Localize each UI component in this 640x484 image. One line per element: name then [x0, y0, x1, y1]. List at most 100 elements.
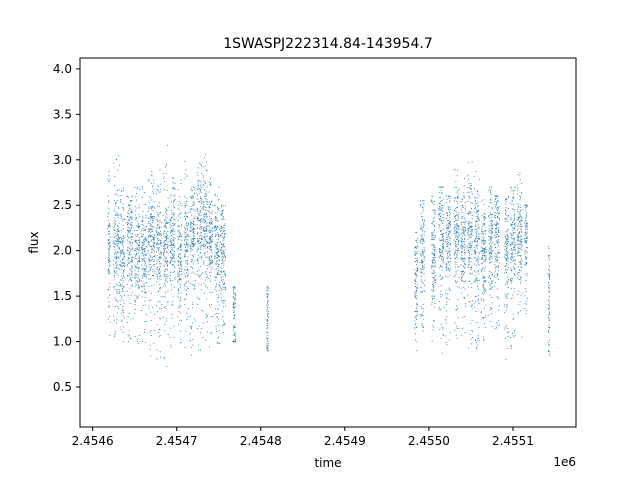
scatter-point — [463, 195, 464, 197]
scatter-point — [463, 192, 465, 194]
scatter-point — [122, 262, 124, 264]
scatter-point — [108, 301, 110, 303]
scatter-point — [482, 233, 484, 235]
scatter-point — [496, 324, 498, 326]
scatter-point — [443, 244, 445, 246]
scatter-point — [209, 264, 211, 266]
scatter-point — [165, 306, 167, 307]
scatter-point — [548, 281, 550, 283]
scatter-point — [416, 319, 418, 320]
scatter-point — [177, 292, 179, 294]
scatter-point — [484, 268, 486, 270]
scatter-point — [421, 255, 423, 257]
scatter-point — [172, 223, 174, 224]
scatter-point — [477, 224, 479, 226]
scatter-point — [420, 290, 422, 292]
scatter-point — [514, 336, 515, 338]
scatter-point — [471, 261, 473, 263]
scatter-point — [234, 298, 236, 300]
scatter-point — [142, 305, 144, 307]
scatter-point — [481, 249, 483, 251]
scatter-point — [200, 206, 202, 208]
scatter-point — [506, 214, 508, 216]
scatter-point — [441, 239, 443, 241]
scatter-point — [440, 215, 442, 217]
scatter-point — [107, 219, 109, 221]
scatter-point — [462, 251, 464, 253]
scatter-point — [126, 265, 128, 266]
scatter-point — [173, 187, 175, 189]
scatter-point — [165, 212, 167, 214]
scatter-point — [122, 299, 124, 301]
scatter-point — [118, 155, 120, 157]
scatter-point — [128, 330, 130, 332]
scatter-point — [223, 244, 225, 245]
scatter-point — [416, 274, 418, 276]
scatter-point — [150, 260, 152, 262]
scatter-point — [174, 278, 176, 280]
scatter-point — [421, 260, 423, 261]
scatter-point — [118, 247, 120, 249]
scatter-point — [440, 200, 441, 202]
scatter-point — [234, 341, 236, 343]
scatter-point — [205, 228, 207, 230]
scatter-point — [137, 224, 139, 226]
scatter-point — [205, 313, 207, 315]
scatter-point — [507, 239, 509, 241]
scatter-point — [514, 245, 516, 247]
scatter-point — [220, 213, 222, 215]
scatter-point — [113, 315, 115, 317]
scatter-point — [218, 273, 220, 275]
scatter-point — [446, 310, 447, 312]
scatter-point — [166, 261, 168, 263]
scatter-point — [415, 276, 417, 278]
scatter-point — [442, 234, 443, 236]
scatter-point — [138, 204, 140, 206]
scatter-point — [167, 144, 169, 146]
scatter-point — [131, 260, 133, 262]
scatter-point — [448, 214, 450, 216]
scatter-point — [191, 196, 193, 198]
scatter-point — [441, 276, 443, 278]
scatter-point — [148, 243, 149, 245]
scatter-point — [485, 315, 487, 317]
scatter-point — [490, 193, 492, 195]
scatter-point — [118, 248, 120, 250]
scatter-point — [184, 233, 186, 235]
scatter-point — [163, 254, 165, 256]
scatter-point — [216, 218, 218, 220]
scatter-point — [449, 242, 451, 244]
scatter-point — [215, 257, 217, 259]
scatter-point — [442, 217, 444, 219]
scatter-point — [432, 234, 434, 236]
scatter-point — [513, 246, 514, 248]
scatter-point — [448, 250, 450, 252]
scatter-point — [123, 262, 125, 264]
scatter-point — [136, 246, 138, 248]
scatter-point — [461, 292, 463, 294]
scatter-point — [205, 271, 207, 272]
scatter-point — [482, 225, 484, 227]
scatter-point — [107, 289, 109, 291]
scatter-point — [484, 224, 485, 226]
scatter-point — [214, 226, 216, 227]
scatter-point — [211, 221, 212, 223]
scatter-point — [223, 270, 225, 272]
scatter-point — [116, 300, 118, 302]
scatter-point — [469, 245, 471, 247]
scatter-point — [138, 239, 140, 241]
scatter-point — [484, 215, 486, 217]
scatter-point — [439, 267, 441, 269]
scatter-point — [210, 256, 212, 258]
scatter-point — [548, 351, 550, 353]
scatter-point — [216, 220, 218, 222]
scatter-point — [460, 251, 462, 253]
scatter-point — [458, 234, 460, 235]
scatter-point — [526, 227, 528, 228]
scatter-point — [512, 257, 514, 259]
scatter-point — [223, 246, 225, 248]
scatter-point — [422, 268, 424, 270]
scatter-point — [113, 286, 115, 288]
scatter-point — [415, 273, 417, 275]
scatter-point — [415, 341, 417, 343]
